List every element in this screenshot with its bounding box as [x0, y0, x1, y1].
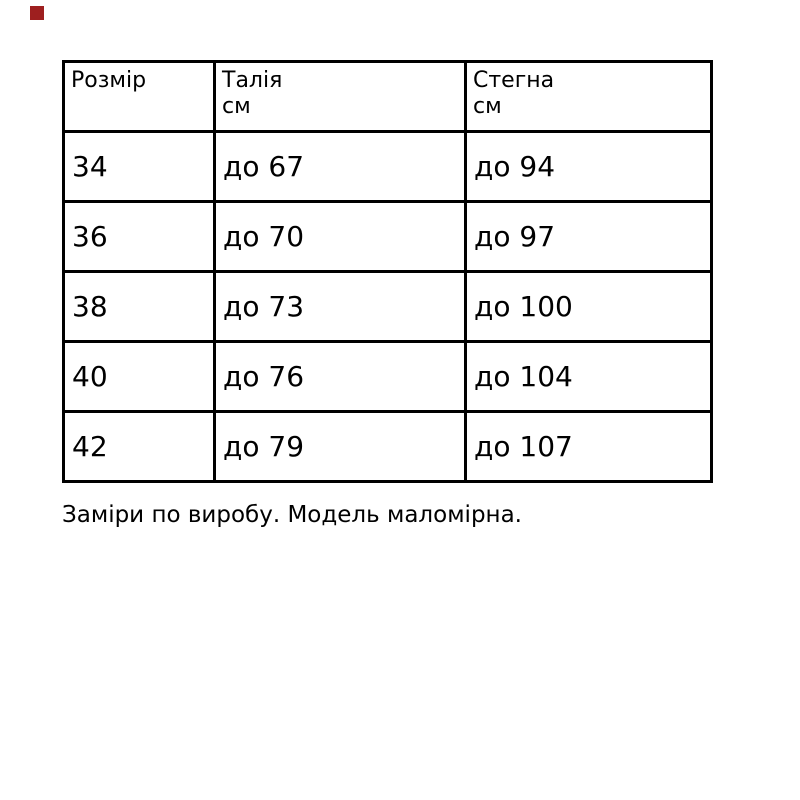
col-header-waist-label: Талія: [222, 68, 283, 93]
col-header-size: Розмір: [62, 60, 216, 133]
hips-cell: до 100: [464, 270, 713, 343]
waist-cell: до 79: [213, 410, 467, 483]
waist-cell: до 70: [213, 200, 467, 273]
size-cell: 42: [62, 410, 216, 483]
size-cell: 40: [62, 340, 216, 413]
hips-cell: до 94: [464, 130, 713, 203]
size-cell: 36: [62, 200, 216, 273]
table-header-row: Розмір Талія см Стегна см: [62, 60, 713, 133]
waist-cell: до 73: [213, 270, 467, 343]
table-row: 34 до 67 до 94: [62, 130, 713, 203]
measurement-note: Заміри по виробу. Модель маломірна.: [62, 502, 522, 528]
red-square-mark: [30, 6, 44, 20]
table-row: 38 до 73 до 100: [62, 270, 713, 343]
table-row: 42 до 79 до 107: [62, 410, 713, 483]
col-header-hips: Стегна см: [464, 60, 713, 133]
size-table: Розмір Талія см Стегна см 34 до 67 до 94: [62, 60, 713, 483]
col-header-waist: Талія см: [213, 60, 467, 133]
col-header-hips-label: Стегна: [473, 68, 555, 93]
hips-cell: до 104: [464, 340, 713, 413]
hips-cell: до 107: [464, 410, 713, 483]
table-row: 40 до 76 до 104: [62, 340, 713, 413]
table-row: 36 до 70 до 97: [62, 200, 713, 273]
hips-cell: до 97: [464, 200, 713, 273]
col-header-size-label: Розмір: [71, 68, 147, 93]
col-header-hips-unit: см: [473, 94, 502, 119]
size-cell: 38: [62, 270, 216, 343]
waist-cell: до 76: [213, 340, 467, 413]
size-cell: 34: [62, 130, 216, 203]
waist-cell: до 67: [213, 130, 467, 203]
col-header-waist-unit: см: [222, 94, 251, 119]
